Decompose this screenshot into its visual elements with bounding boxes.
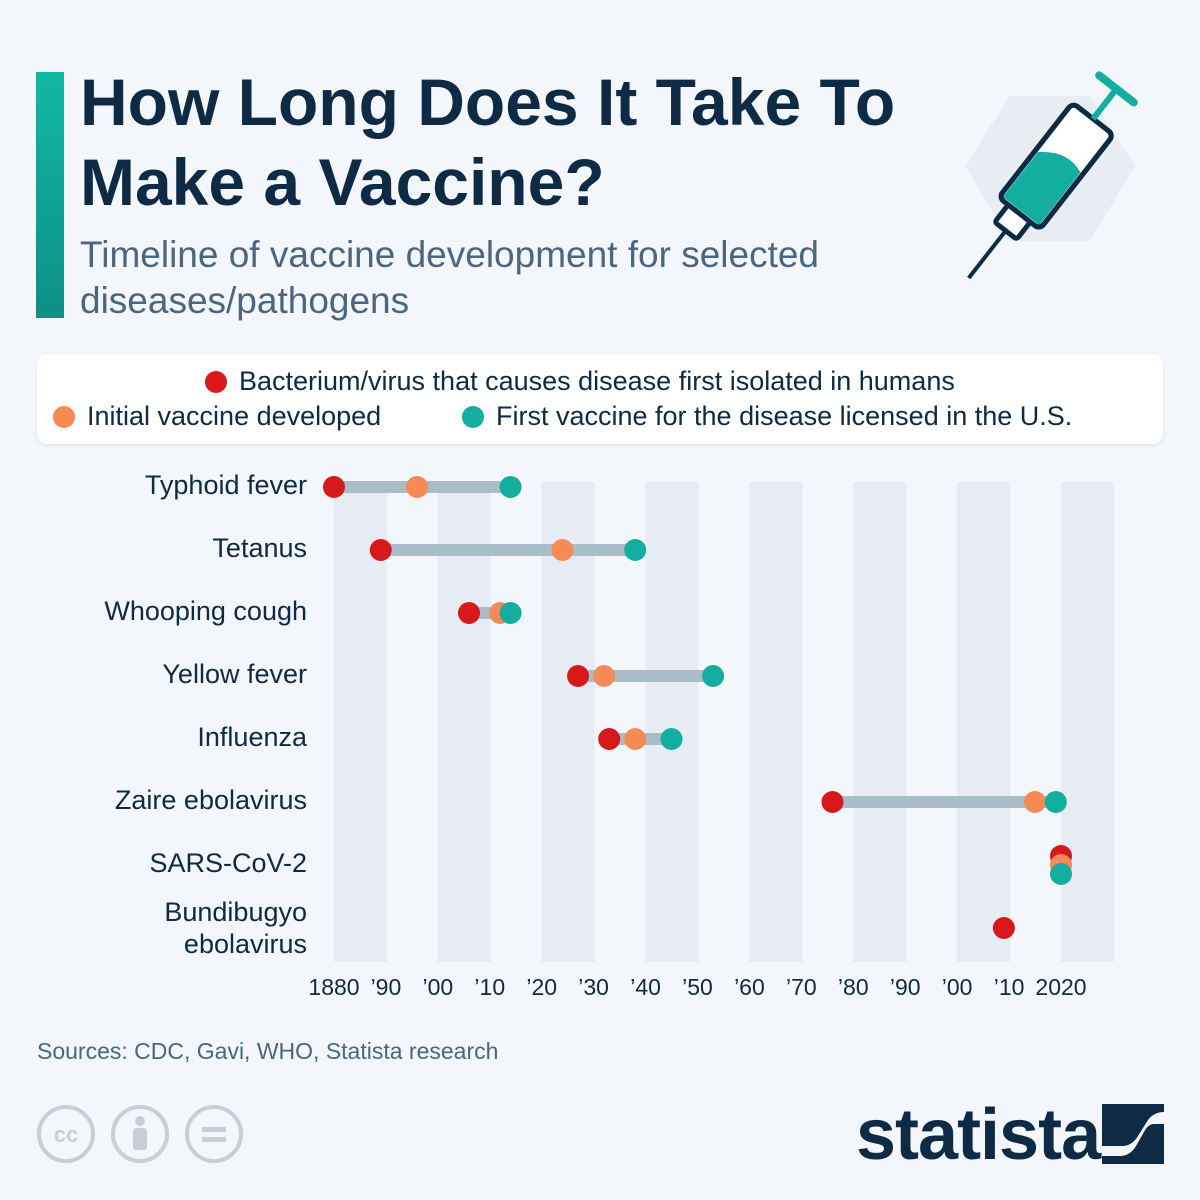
x-tick-label: ’20 — [526, 974, 557, 1000]
x-tick-label: ’10 — [994, 974, 1025, 1000]
grid-band — [957, 482, 1011, 962]
dot-isolated — [458, 602, 481, 624]
syringe-icon — [965, 71, 1138, 280]
row-label: Zaire ebolavirus — [114, 785, 307, 815]
chart-legend: Bacterium/virus that causes disease firs… — [37, 354, 1163, 444]
grid-band — [645, 482, 699, 962]
x-tick-label: 2020 — [1035, 974, 1086, 1000]
no-derivatives-icon — [185, 1105, 243, 1163]
dot-licensed — [660, 728, 683, 750]
x-tick-label: ’50 — [682, 974, 713, 1000]
dot-initial — [551, 539, 574, 561]
dot-licensed — [499, 602, 522, 624]
dot-isolated — [369, 539, 392, 561]
statista-logo-mark — [1102, 1104, 1164, 1164]
row-label: Typhoid fever — [144, 470, 307, 500]
dot-isolated — [992, 917, 1015, 939]
x-tick-label: ’80 — [838, 974, 869, 1000]
grid-band — [749, 482, 803, 962]
x-tick-label: ’00 — [423, 974, 454, 1000]
timeline-chart: 1880 ’90 ’00 ’10 ’20 ’30 ’40 ’50 ’60 ’70 ’80 ’90 ’00… — [308, 476, 1114, 1000]
legend-label-isolated: Bacterium/virus that causes disease firs… — [239, 366, 955, 396]
x-tick-label: ’00 — [942, 974, 973, 1000]
x-tick-label: 1880 — [308, 974, 359, 1000]
dot-initial — [624, 728, 647, 750]
grid-band — [853, 482, 907, 962]
row-label: Influenza — [197, 722, 307, 752]
x-tick-label: ’90 — [371, 974, 402, 1000]
dot-initial — [406, 476, 429, 498]
source-note: Sources: CDC, Gavi, WHO, Statista resear… — [37, 1038, 499, 1064]
row-label: Bundibugyo ebolavirus — [164, 897, 307, 959]
legend-dot-isolated — [205, 370, 227, 393]
legend-label-initial: Initial vaccine developed — [87, 401, 382, 431]
page-subtitle: Timeline of vaccine development for sele… — [80, 234, 820, 321]
row-label: Whooping cough — [104, 596, 307, 626]
x-tick-label: ’30 — [578, 974, 609, 1000]
svg-text:cc: cc — [54, 1122, 78, 1147]
grid-band — [541, 482, 595, 962]
cc-icon: cc — [37, 1105, 95, 1163]
dot-initial — [1024, 791, 1047, 813]
x-tick-label: ’40 — [630, 974, 661, 1000]
legend-label-licensed: First vaccine for the disease licensed i… — [496, 401, 1073, 431]
dot-licensed — [702, 665, 725, 687]
x-tick-label: ’60 — [734, 974, 765, 1000]
dot-licensed — [1050, 863, 1072, 885]
grid-band — [437, 482, 491, 962]
page-title: How Long Does It Take To Make a Vaccine? — [80, 65, 896, 219]
x-tick-label: ’90 — [890, 974, 921, 1000]
row-label: Yellow fever — [162, 659, 307, 689]
row-label: SARS-CoV-2 — [149, 848, 307, 878]
dot-licensed — [1044, 791, 1067, 813]
row-label: Tetanus — [212, 533, 307, 563]
dot-licensed — [499, 476, 522, 498]
legend-dot-initial — [53, 405, 75, 428]
license-icons: cc — [37, 1105, 243, 1163]
legend-item-licensed: First vaccine for the disease licensed i… — [462, 401, 1072, 432]
title-accent-bar — [36, 72, 64, 318]
dot-isolated — [821, 791, 844, 813]
legend-item-initial: Initial vaccine developed — [53, 401, 381, 432]
statista-logo-text: statista — [856, 1095, 1101, 1175]
grid-band — [1061, 482, 1114, 962]
dot-isolated — [567, 665, 590, 687]
dot-licensed — [624, 539, 647, 561]
dot-isolated — [323, 476, 345, 498]
attribution-icon — [111, 1105, 169, 1163]
x-tick-label: ’10 — [474, 974, 505, 1000]
legend-item-isolated: Bacterium/virus that causes disease firs… — [205, 366, 955, 397]
dot-initial — [593, 665, 616, 687]
dot-isolated — [598, 728, 621, 750]
x-tick-label: ’70 — [786, 974, 817, 1000]
legend-dot-licensed — [462, 405, 484, 428]
grid-band — [334, 482, 387, 962]
